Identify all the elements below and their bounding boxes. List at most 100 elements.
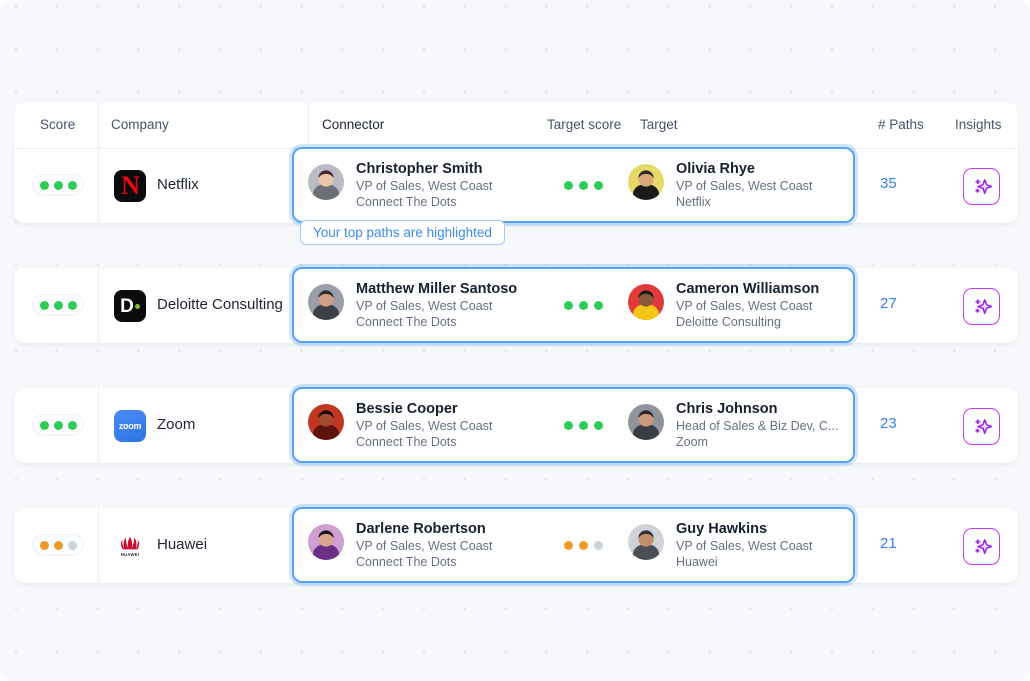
connector-path-card[interactable]: Matthew Miller Santoso VP of Sales, West… (292, 267, 855, 343)
score-badge (32, 534, 84, 556)
connector-company: Connect The Dots (356, 555, 457, 569)
avatar-darlene-robertson (308, 524, 344, 560)
huawei-wordmark: HUAWEI (120, 551, 140, 557)
connector-company: Connect The Dots (356, 195, 457, 209)
score-dot-green (594, 301, 603, 310)
avatar-christopher-smith (308, 164, 344, 200)
score-dot-orange (579, 541, 588, 550)
column-header-score: Score (40, 117, 76, 132)
row-divider (98, 268, 99, 343)
score-dot-green (53, 180, 63, 190)
target-name: Cameron Williamson (676, 281, 820, 297)
score-dot-green (594, 181, 603, 190)
score-badge (32, 414, 84, 436)
connector-name: Bessie Cooper (356, 401, 458, 417)
score-dot-green (53, 420, 63, 430)
zoom-logo: zoom (114, 410, 146, 442)
score-dot-green (564, 421, 573, 430)
target-company: Huawei (676, 555, 718, 569)
paths-count[interactable]: 23 (880, 415, 897, 432)
column-header-target: Target (640, 117, 678, 132)
connector-path-card[interactable]: Christopher Smith VP of Sales, West Coas… (292, 147, 855, 223)
target-title: Head of Sales & Biz Dev, C... (676, 419, 839, 433)
score-dot-gray (594, 541, 603, 550)
score-dot-green (579, 181, 588, 190)
sparkle-glyph (974, 178, 992, 194)
huawei-logo: HUAWEI (114, 530, 146, 562)
connector-path-card[interactable]: Bessie Cooper VP of Sales, West Coast Co… (292, 387, 855, 463)
score-dot-green (39, 420, 49, 430)
target-title: VP of Sales, West Coast (676, 539, 813, 553)
target-name: Olivia Rhye (676, 161, 755, 177)
avatar-olivia-rhye-art (628, 164, 664, 200)
score-badge (32, 174, 84, 196)
huawei-flower-glyph (120, 536, 140, 549)
insights-button[interactable] (963, 528, 1000, 565)
insights-button[interactable] (963, 408, 1000, 445)
deloitte-logo: D (114, 290, 146, 322)
avatar-chris-johnson-art (628, 404, 664, 440)
connector-title: VP of Sales, West Coast (356, 299, 493, 313)
insights-button[interactable] (963, 168, 1000, 205)
score-dot-orange (39, 540, 49, 550)
connector-name: Christopher Smith (356, 161, 483, 177)
avatar-christopher-smith-art (308, 164, 344, 200)
table-row[interactable]: HUAWEI Huawei Darlene Robertson VP of Sa… (14, 507, 1018, 583)
avatar-chris-johnson (628, 404, 664, 440)
target-score-badge (564, 541, 603, 550)
company-name: Huawei (157, 536, 208, 553)
avatar-cameron-williamson (628, 284, 664, 320)
row-divider (98, 148, 99, 223)
score-dot-green (579, 421, 588, 430)
score-dot-green (67, 180, 77, 190)
connector-name: Matthew Miller Santoso (356, 281, 518, 297)
connector-name: Darlene Robertson (356, 521, 486, 537)
insights-button[interactable] (963, 288, 1000, 325)
avatar-darlene-robertson-art (308, 524, 344, 560)
company-name: Netflix (157, 176, 199, 193)
company-name: Zoom (157, 416, 196, 433)
score-dot-orange (53, 540, 63, 550)
netflix-logo: N (114, 170, 146, 202)
company-name: Deloitte Consulting (157, 296, 283, 313)
avatar-guy-hawkins-art (628, 524, 664, 560)
score-dot-green (579, 301, 588, 310)
connector-path-card[interactable]: Darlene Robertson VP of Sales, West Coas… (292, 507, 855, 583)
column-header-paths: # Paths (878, 117, 924, 132)
table-row[interactable]: D Deloitte Consulting Matthew Miller San… (14, 267, 1018, 343)
connector-title: VP of Sales, West Coast (356, 419, 493, 433)
column-header-connector: Connector (322, 117, 385, 132)
header-divider (308, 103, 309, 148)
table-row[interactable]: N Netflix Christopher Smith VP of Sales,… (14, 147, 1018, 223)
target-company: Netflix (676, 195, 711, 209)
target-company: Zoom (676, 435, 708, 449)
score-dot-orange (564, 541, 573, 550)
target-name: Guy Hawkins (676, 521, 768, 537)
paths-count[interactable]: 35 (880, 175, 897, 192)
sparkle-glyph (974, 418, 992, 434)
paths-count[interactable]: 27 (880, 295, 897, 312)
connector-title: VP of Sales, West Coast (356, 539, 493, 553)
avatar-bessie-cooper (308, 404, 344, 440)
avatar-olivia-rhye (628, 164, 664, 200)
connector-title: VP of Sales, West Coast (356, 179, 493, 193)
target-name: Chris Johnson (676, 401, 778, 417)
target-score-badge (564, 421, 603, 430)
target-score-badge (564, 181, 603, 190)
table-row[interactable]: zoom Zoom Bessie Cooper VP of Sales, Wes… (14, 387, 1018, 463)
sparkle-glyph (974, 298, 992, 314)
score-dot-green (67, 300, 77, 310)
score-dot-green (564, 301, 573, 310)
target-company: Deloitte Consulting (676, 315, 781, 329)
score-badge (32, 294, 84, 316)
connector-company: Connect The Dots (356, 315, 457, 329)
score-dot-green (564, 181, 573, 190)
target-title: VP of Sales, West Coast (676, 299, 813, 313)
row-divider (98, 508, 99, 583)
avatar-matthew-miller-santoso (308, 284, 344, 320)
column-header-company: Company (111, 117, 169, 132)
row-divider (98, 388, 99, 463)
paths-count[interactable]: 21 (880, 535, 897, 552)
target-title: VP of Sales, West Coast (676, 179, 813, 193)
